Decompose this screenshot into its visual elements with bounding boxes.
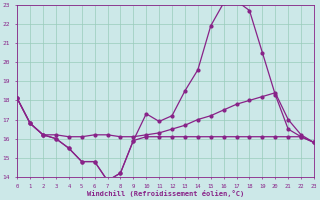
X-axis label: Windchill (Refroidissement éolien,°C): Windchill (Refroidissement éolien,°C) [87,190,244,197]
